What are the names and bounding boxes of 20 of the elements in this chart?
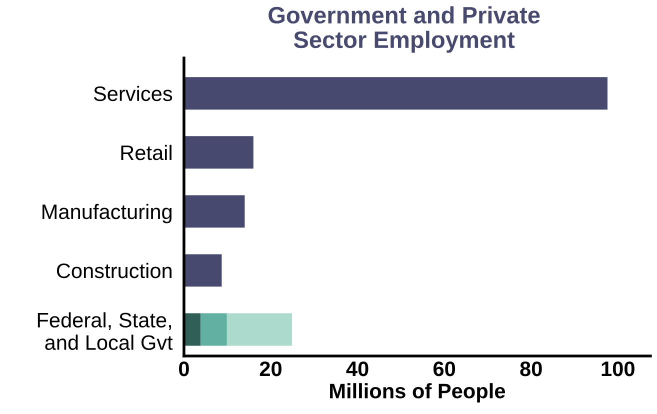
bar (184, 313, 200, 346)
x-tick-label: 20 (260, 361, 282, 376)
bar (184, 77, 608, 110)
y-tick-label: Federal, State, and Local Gvt (38, 312, 173, 350)
bar (200, 313, 227, 346)
y-tick-label: Construction (56, 262, 172, 278)
x-tick-label: 80 (520, 361, 542, 376)
chart-title: Government and Private Sector Employment (268, 6, 540, 53)
y-tick-label: Manufacturing (42, 204, 172, 224)
x-tick-label: 40 (346, 361, 368, 376)
bar (184, 254, 222, 287)
y-tick-label: Retail (121, 144, 172, 160)
x-axis-title: Millions of People (330, 383, 506, 403)
bar (184, 195, 245, 228)
bar (184, 136, 254, 169)
y-tick-label: Services (94, 86, 172, 102)
bar (226, 313, 292, 346)
x-tick-label: 0 (178, 361, 189, 376)
x-tick-label: 100 (602, 361, 634, 376)
x-tick-label: 60 (433, 361, 456, 376)
